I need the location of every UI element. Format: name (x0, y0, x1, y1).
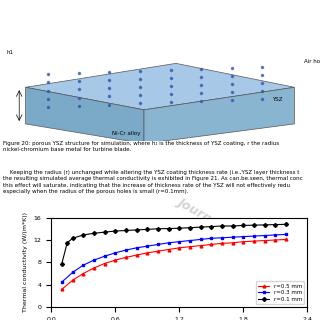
r=0.1 mm (124, 228, 128, 232)
Line: r=0.1 mm: r=0.1 mm (60, 223, 287, 265)
Text: YSZ: YSZ (272, 97, 283, 102)
r=0.5 mm (231, 241, 235, 245)
r=0.1 mm (263, 223, 267, 227)
r=0.1 mm (252, 223, 256, 227)
r=0.3 mm (124, 248, 128, 252)
Polygon shape (26, 63, 294, 110)
r=0.3 mm (220, 236, 224, 240)
r=0.1 mm (284, 222, 288, 226)
r=0.5 mm (284, 237, 288, 241)
r=0.5 mm (92, 266, 96, 270)
Text: Ni-Cr alloy: Ni-Cr alloy (112, 131, 140, 136)
r=0.1 mm (209, 225, 213, 228)
r=0.3 mm (113, 251, 117, 255)
r=0.1 mm (167, 227, 171, 230)
r=0.1 mm (113, 229, 117, 233)
r=0.5 mm (209, 243, 213, 246)
r=0.5 mm (113, 258, 117, 262)
r=0.3 mm (231, 235, 235, 239)
r=0.1 mm (231, 224, 235, 228)
r=0.5 mm (252, 239, 256, 243)
r=0.5 mm (188, 245, 192, 249)
r=0.5 mm (156, 249, 160, 253)
r=0.3 mm (92, 258, 96, 262)
Text: Journal Pre-proof: Journal Pre-proof (175, 195, 286, 266)
r=0.3 mm (167, 241, 171, 245)
r=0.1 mm (65, 241, 69, 245)
r=0.5 mm (273, 238, 277, 242)
r=0.3 mm (273, 233, 277, 237)
Legend: r=0.5 mm, r=0.3 mm, r=0.1 mm: r=0.5 mm, r=0.3 mm, r=0.1 mm (256, 282, 304, 304)
r=0.5 mm (220, 241, 224, 245)
Line: r=0.3 mm: r=0.3 mm (60, 233, 287, 284)
Line: r=0.5 mm: r=0.5 mm (60, 238, 287, 291)
r=0.1 mm (156, 227, 160, 231)
r=0.5 mm (124, 255, 128, 259)
Text: Figure 20: porous YSZ structure for simulation, where h₁ is the thickness of YSZ: Figure 20: porous YSZ structure for simu… (3, 141, 279, 152)
r=0.3 mm (188, 239, 192, 243)
r=0.3 mm (81, 263, 85, 267)
Y-axis label: Thermal conductivity (W/(m*K)): Thermal conductivity (W/(m*K)) (23, 212, 28, 312)
Text: h1: h1 (6, 50, 13, 54)
r=0.5 mm (103, 262, 107, 266)
r=0.1 mm (92, 231, 96, 235)
r=0.1 mm (71, 236, 75, 240)
r=0.5 mm (60, 287, 64, 291)
r=0.1 mm (199, 225, 203, 229)
Text: Air holes: Air holes (304, 60, 320, 64)
r=0.1 mm (188, 226, 192, 230)
r=0.5 mm (263, 239, 267, 243)
r=0.3 mm (135, 246, 139, 250)
Polygon shape (144, 87, 294, 144)
r=0.1 mm (273, 223, 277, 227)
r=0.1 mm (145, 228, 149, 231)
r=0.1 mm (60, 262, 64, 266)
r=0.1 mm (241, 223, 245, 227)
r=0.5 mm (241, 240, 245, 244)
r=0.3 mm (209, 236, 213, 240)
r=0.1 mm (135, 228, 139, 232)
r=0.3 mm (103, 254, 107, 258)
r=0.3 mm (284, 232, 288, 236)
r=0.3 mm (156, 243, 160, 246)
r=0.1 mm (81, 233, 85, 237)
r=0.5 mm (145, 251, 149, 255)
r=0.5 mm (177, 246, 181, 250)
r=0.3 mm (60, 280, 64, 284)
r=0.5 mm (167, 248, 171, 252)
r=0.3 mm (71, 270, 75, 274)
r=0.3 mm (241, 235, 245, 239)
r=0.1 mm (177, 226, 181, 230)
r=0.3 mm (252, 234, 256, 238)
r=0.1 mm (103, 230, 107, 234)
r=0.3 mm (263, 234, 267, 237)
r=0.3 mm (199, 237, 203, 241)
r=0.3 mm (177, 240, 181, 244)
r=0.5 mm (135, 253, 139, 257)
r=0.1 mm (220, 224, 224, 228)
Text: Keeping the radius (r) unchanged while altering the YSZ coating thickness rate (: Keeping the radius (r) unchanged while a… (3, 170, 303, 194)
r=0.5 mm (71, 278, 75, 282)
Polygon shape (26, 87, 144, 144)
r=0.3 mm (145, 244, 149, 248)
r=0.5 mm (199, 244, 203, 248)
r=0.5 mm (81, 272, 85, 276)
